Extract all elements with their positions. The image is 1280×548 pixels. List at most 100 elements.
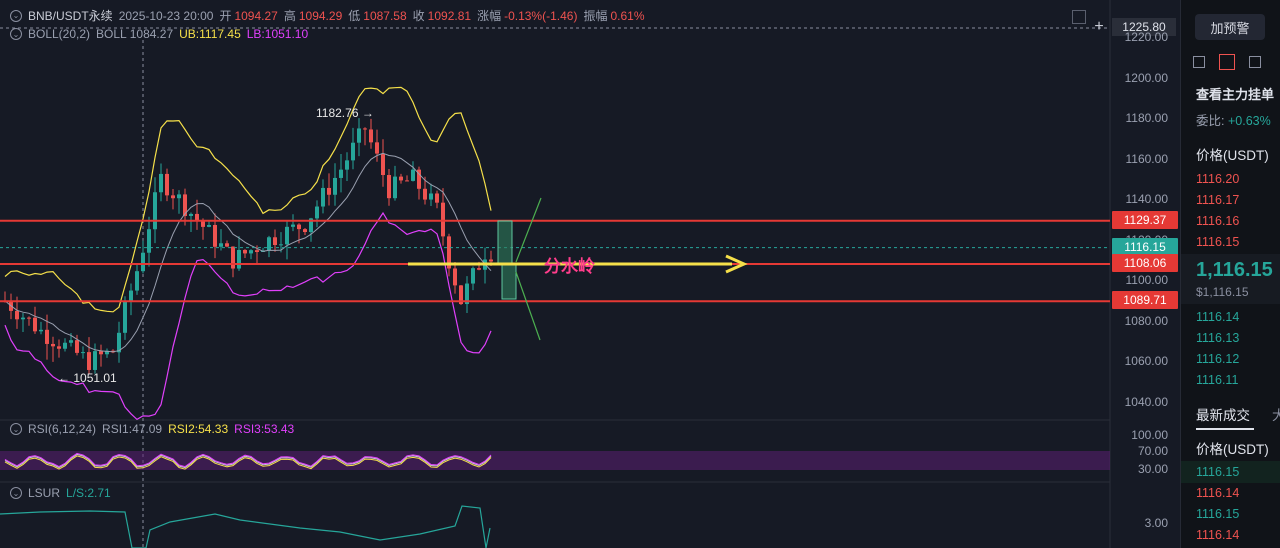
bid-price[interactable]: 1116.13 — [1196, 331, 1240, 345]
fullscreen-icon[interactable] — [1072, 10, 1086, 24]
projection-box-upper — [497, 220, 513, 264]
price-scale-label: 1060.00 — [1124, 354, 1168, 369]
current-price-tag: 1116.15 — [1112, 238, 1178, 256]
boll-lb-label: LB: — [246, 27, 265, 41]
candle-body — [339, 169, 343, 178]
ratio-row: 委比: +0.63% — [1196, 110, 1271, 129]
close-value: 1092.81 — [427, 8, 472, 23]
candle-body — [129, 290, 133, 302]
rsi1-value: :47.09 — [128, 422, 163, 436]
bid-price[interactable]: 1116.14 — [1196, 310, 1240, 324]
boll-header: ⌄ BOLL(20,2) BOLL 1084.27 UB: 1117.45 LB: 1… — [10, 27, 308, 41]
candle-body — [201, 220, 205, 227]
ratio-value: +0.63% — [1227, 114, 1271, 128]
collapse-icon[interactable]: ⌄ — [10, 487, 22, 499]
boll-upper-line — [4, 86, 492, 313]
order-book-asks-icon[interactable] — [1219, 54, 1235, 70]
last-price: 1,116.15 — [1196, 259, 1273, 281]
ask-price[interactable]: 1116.17 — [1196, 193, 1240, 207]
lsur-ls-label: L/S: — [66, 486, 88, 500]
collapse-icon[interactable]: ⌄ — [10, 28, 22, 40]
collapse-icon[interactable]: ⌄ — [10, 423, 22, 435]
candle-body — [21, 317, 25, 320]
candle-body — [81, 352, 85, 354]
tab-underline — [1196, 428, 1254, 430]
candle-body — [75, 340, 79, 353]
candle-body — [207, 224, 211, 227]
trade-price: 1116.15 — [1196, 465, 1240, 479]
collapse-icon[interactable]: ⌄ — [10, 9, 22, 22]
main-orders-link[interactable]: 查看主力挂单 — [1196, 87, 1275, 102]
candle-body — [297, 224, 301, 230]
bid-price[interactable]: 1116.11 — [1196, 373, 1239, 387]
candle-body — [147, 229, 151, 253]
candle-body — [357, 128, 361, 143]
datetime-label: 2025-10-23 20:00 — [118, 8, 214, 23]
price-scale-label: 1140.00 — [1125, 192, 1169, 207]
lsur-scale-3: 3.00 — [1144, 516, 1168, 530]
candle-body — [453, 268, 457, 286]
ask-price[interactable]: 1116.15 — [1196, 235, 1240, 249]
candle-body — [45, 329, 49, 344]
rsi-header: ⌄ RSI(6,12,24) RSI1:47.09 RSI2: 54.33 RSI… — [10, 422, 294, 436]
order-book-panel: 加预警 查看主力挂单 委比: +0.63% 价格(USDT) 1116.20 1… — [1180, 0, 1280, 548]
candle-body — [459, 285, 463, 305]
crosshair-price-tag: 1225.80 — [1112, 18, 1176, 36]
projection-down-line — [515, 271, 541, 341]
candle-body — [249, 250, 253, 254]
candle-body — [333, 177, 337, 195]
latest-trades-tab[interactable]: 最新成交 — [1196, 408, 1250, 423]
low-label: 低 — [348, 9, 361, 23]
chart-area[interactable]: ⌄ BNB/USDT永续 2025-10-23 20:00 开 1094.27 高… — [0, 0, 1180, 548]
candle-body — [225, 243, 229, 247]
lsur-header: ⌄ LSUR L/S: 2.71 — [10, 486, 111, 500]
candle-body — [291, 224, 295, 227]
candle-body — [153, 192, 157, 230]
boll-indicator-label[interactable]: BOLL(20,2) — [28, 27, 91, 41]
symbol-label[interactable]: BNB/USDT永续 — [28, 9, 113, 23]
lsur-line — [0, 505, 491, 548]
large-trades-tab[interactable]: 大 — [1272, 404, 1280, 424]
rsi-scale-70: 70.00 — [1137, 444, 1168, 458]
candle-body — [165, 173, 169, 196]
price-scale-label: 1080.00 — [1124, 313, 1168, 328]
add-alert-button[interactable]: 加预警 — [1195, 14, 1265, 40]
lsur-indicator-label[interactable]: LSUR — [28, 486, 61, 500]
candle-body — [375, 142, 379, 154]
candle-body — [315, 206, 319, 219]
bid-price[interactable]: 1116.12 — [1196, 352, 1240, 366]
add-drawing-icon[interactable]: + — [1094, 18, 1104, 35]
rsi1-line — [4, 453, 492, 469]
candle-body — [471, 268, 475, 284]
candle-body — [123, 301, 127, 333]
candle-body — [327, 187, 331, 195]
high-marker-label: 1182.76 → — [316, 106, 374, 120]
ask-price[interactable]: 1116.20 — [1196, 172, 1240, 186]
trade-price: 1116.15 — [1196, 507, 1240, 521]
order-book-both-icon[interactable] — [1193, 56, 1205, 68]
price-scale-label: 1200.00 — [1124, 70, 1168, 85]
rsi3-label: RSI3: — [234, 422, 265, 436]
layout-icons — [1193, 54, 1261, 70]
high-label: 高 — [283, 9, 296, 23]
candle-body — [189, 213, 193, 216]
candle-body — [195, 213, 199, 221]
trade-price: 1116.14 — [1196, 486, 1240, 500]
boll-lb-value: 1051.10 — [264, 27, 309, 41]
candle-body — [237, 249, 241, 269]
candle-body — [141, 252, 145, 272]
candle-body — [51, 343, 55, 347]
order-book-bids-icon[interactable] — [1249, 56, 1261, 68]
candle-body — [99, 351, 103, 355]
boll-lower-line — [4, 211, 492, 421]
low-value: 1087.58 — [363, 8, 407, 23]
projection-box-lower — [501, 262, 517, 300]
rsi-indicator-label[interactable]: RSI(6,12,24) — [28, 422, 97, 436]
candle-body — [465, 283, 469, 305]
price-scale-label: 1100.00 — [1125, 273, 1169, 288]
projection-up-line — [515, 197, 542, 263]
candle-body — [39, 329, 43, 332]
ask-price[interactable]: 1116.16 — [1196, 214, 1240, 228]
price-chart[interactable] — [0, 0, 1180, 548]
candle-body — [489, 259, 493, 262]
